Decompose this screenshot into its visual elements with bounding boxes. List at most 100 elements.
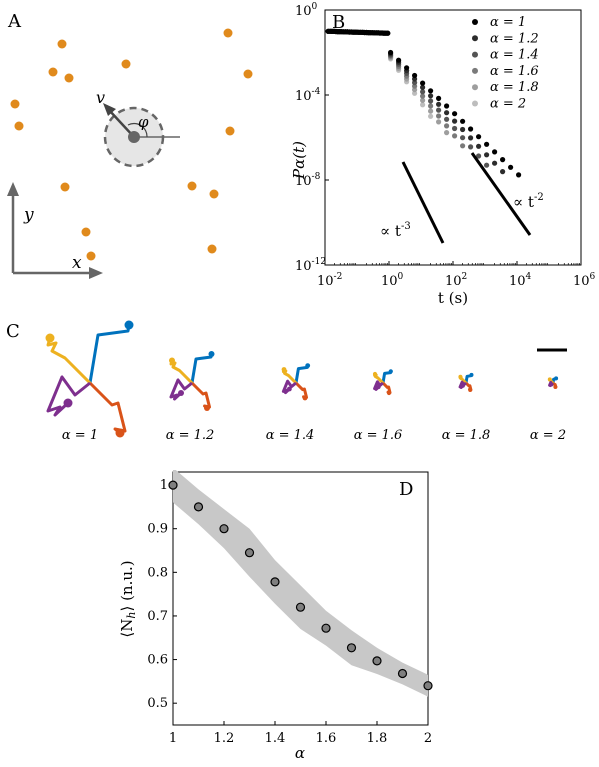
particle xyxy=(225,126,235,136)
data-point xyxy=(244,548,255,558)
annotation-t3: ∝ t-3 xyxy=(380,221,411,240)
x-tick-label: 1.6 xyxy=(316,731,337,746)
trajectory-endpoint xyxy=(208,351,215,357)
particle xyxy=(207,244,217,254)
data-point xyxy=(444,130,450,136)
legend: α = 1α = 1.2 α = 1.4α = 1.6α = 1.8 α = 2 xyxy=(472,15,539,112)
confidence-band xyxy=(173,467,428,697)
axis-ticks: 10-2 100 102 104 106 10-12 10-8 10-4 100 xyxy=(295,2,596,289)
trajectory-endpoint xyxy=(281,367,287,372)
trajectory-endpoint xyxy=(204,405,210,411)
trajectory-endpoint xyxy=(63,398,73,408)
data-point xyxy=(500,169,506,175)
particle xyxy=(81,227,91,237)
x-axis-arrowhead xyxy=(89,267,103,279)
data-point xyxy=(420,102,426,108)
trajectory-endpoint xyxy=(169,357,175,364)
trajectory-endpoint xyxy=(305,363,311,368)
trajectory-line xyxy=(169,378,193,401)
trajectory-endpoint xyxy=(115,428,125,438)
data-point xyxy=(436,107,442,113)
x-tick-label: 102 xyxy=(445,272,467,289)
panel-b-label: B xyxy=(332,12,345,33)
y-tick-label: 0.8 xyxy=(147,565,168,580)
trajectory-label: α = 2 xyxy=(530,428,566,443)
legend-marker xyxy=(472,35,478,42)
particle xyxy=(121,59,131,69)
legend-entry: α = 1.4 xyxy=(490,48,539,63)
data-point xyxy=(412,90,418,96)
data-point xyxy=(444,110,450,116)
x-tick-label: 1.4 xyxy=(265,731,286,746)
legend-marker xyxy=(472,67,478,74)
panel-d: D 1 1.2 1.4 1.6 1.8 2 0.5 0.6 0.7 0.8 0.9 1 α ⟨Nh⟩ … xyxy=(110,467,440,763)
data-points xyxy=(168,480,433,691)
y-tick-label: 0.9 xyxy=(147,522,168,537)
y-axis-label: Pα(t) xyxy=(290,141,308,180)
data-point xyxy=(420,84,426,90)
x-tick-label: 1.2 xyxy=(214,731,235,746)
trajectory-endpoint xyxy=(469,372,474,377)
angle-label: φ xyxy=(138,113,149,131)
data-point xyxy=(428,88,434,94)
data-point xyxy=(404,65,410,71)
x-tick-label: 100 xyxy=(381,272,404,289)
data-point xyxy=(476,143,482,149)
data-point xyxy=(436,119,442,125)
trajectory-tracks xyxy=(45,320,559,438)
trajectory-endpoint xyxy=(458,374,463,379)
data-point xyxy=(516,172,522,178)
x-axis-label: α xyxy=(295,744,305,762)
data-point xyxy=(295,602,306,612)
data-point xyxy=(428,113,434,119)
velocity-label: v xyxy=(96,88,105,107)
trajectory-endpoint xyxy=(124,320,134,330)
data-point xyxy=(270,577,280,587)
particle xyxy=(57,39,67,49)
legend-entry: α = 1.8 xyxy=(490,80,539,95)
data-point xyxy=(428,98,434,104)
y-tick-label: 10-8 xyxy=(295,172,321,189)
trajectory-endpoint xyxy=(376,384,381,390)
x-tick-label: 10-2 xyxy=(317,272,342,289)
trajectory-line xyxy=(281,379,297,395)
trajectory-labels: α = 1 α = 1.2 α = 1.4 α = 1.6 α = 1.8 α = 2 xyxy=(62,428,566,443)
angle-arc xyxy=(127,122,148,138)
legend-marker xyxy=(472,100,478,107)
trajectory-line xyxy=(46,337,92,385)
y-tick-label: 10-4 xyxy=(295,87,321,104)
data-point xyxy=(444,123,450,129)
trajectory-label: α = 1.2 xyxy=(166,428,215,443)
y-tick-label: 0.6 xyxy=(147,653,168,668)
x-axis-label: t (s) xyxy=(438,289,468,307)
panel-c: C α = 1 α = 1.2 α = 1.4 α = 1.6 α = 1.8 α = 2 xyxy=(0,315,599,450)
particle xyxy=(243,69,253,79)
panel-a: A y x v φ xyxy=(0,0,290,290)
trajectory-endpoint xyxy=(554,376,559,381)
particle xyxy=(48,67,58,77)
slope-line-t2 xyxy=(470,152,532,236)
trajectory-label: α = 1.4 xyxy=(266,428,315,443)
data-point xyxy=(168,480,178,490)
data-point xyxy=(397,668,408,679)
data-point xyxy=(420,93,426,99)
trajectory-endpoint xyxy=(178,390,184,396)
legend-entry: α = 1.2 xyxy=(490,31,539,46)
data-point xyxy=(484,152,490,158)
data-point xyxy=(321,623,331,633)
data-point xyxy=(436,113,442,119)
data-point xyxy=(484,141,490,147)
trajectory-endpoint xyxy=(549,382,554,387)
x-tick-label: 2 xyxy=(424,731,432,746)
legend-marker xyxy=(472,51,478,58)
y-tick-label: 10-12 xyxy=(295,257,326,274)
data-point xyxy=(468,144,474,150)
legend-marker xyxy=(472,19,478,25)
legend-entry: α = 2 xyxy=(490,97,526,112)
particle xyxy=(86,251,96,261)
trajectory-endpoint xyxy=(287,386,292,392)
trajectory-label: α = 1.8 xyxy=(442,428,491,443)
trajectory-line xyxy=(190,381,211,410)
trajectory-endpoint xyxy=(372,371,378,377)
data-point xyxy=(508,164,514,170)
